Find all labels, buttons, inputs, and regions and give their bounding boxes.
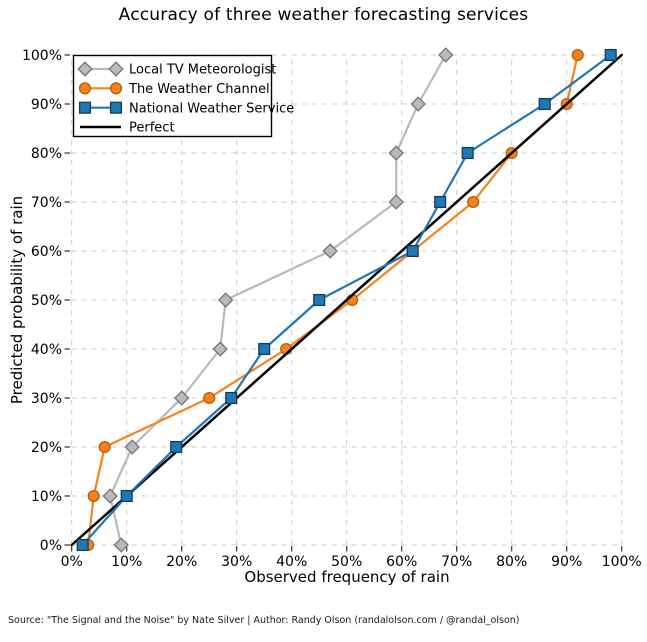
data-point-diamond	[173, 390, 190, 406]
data-point-square	[78, 101, 92, 114]
series-local-tv-meteorologist	[102, 47, 454, 553]
y-tick-label: 50%	[31, 293, 62, 309]
x-tick-label: 90%	[551, 554, 582, 570]
y-tick-label: 30%	[31, 391, 62, 407]
data-point-square	[76, 538, 89, 552]
legend-label: The Weather Channel	[128, 82, 270, 97]
data-point-diamond	[124, 439, 140, 455]
series-line	[70, 53, 623, 547]
series-perfect	[70, 53, 623, 547]
chart-title: Accuracy of three weather forecasting se…	[118, 5, 529, 25]
y-tick-label: 40%	[31, 342, 62, 358]
data-point-square	[538, 97, 551, 111]
x-axis-label: Observed frequency of rain	[244, 568, 449, 586]
x-tick-label: 80%	[496, 554, 527, 570]
legend-label: National Weather Service	[129, 101, 294, 116]
data-point-diamond	[113, 537, 129, 553]
source-credit: Source: "The Signal and the Noise" by Na…	[8, 615, 520, 626]
x-tick-label: 30%	[221, 554, 252, 570]
data-point-circle	[571, 48, 584, 62]
data-point-square	[225, 391, 238, 405]
data-point-diamond	[108, 61, 124, 77]
data-point-square	[109, 101, 123, 114]
data-point-diamond	[437, 47, 454, 63]
y-tick-label: 70%	[31, 195, 62, 211]
data-point-square	[406, 244, 419, 258]
y-tick-label: 10%	[31, 489, 62, 505]
y-tick-label: 100%	[22, 48, 62, 64]
x-tick-label: 70%	[441, 554, 472, 570]
data-point-diamond	[322, 243, 338, 259]
y-tick-label: 20%	[31, 440, 62, 456]
x-tick-label: 0%	[61, 554, 83, 570]
axis-layer: 0%0% 10% 10% 20% 20% 30% 30% 40% 40% 50% 50% 60% 60%…	[22, 48, 642, 570]
data-point-circle	[467, 195, 480, 209]
legend-item-national-weather-service: National Weather Service	[78, 101, 294, 116]
x-tick-label: 40%	[276, 554, 307, 570]
data-point-diamond	[410, 96, 426, 112]
data-point-square	[604, 48, 617, 62]
x-tick-label: 60%	[386, 554, 417, 570]
data-point-diamond	[388, 145, 404, 161]
x-tick-label: 20%	[166, 554, 197, 570]
data-point-circle	[98, 440, 111, 454]
data-point-square	[170, 440, 183, 454]
data-point-circle	[87, 489, 100, 503]
y-tick-label: 0%	[40, 538, 62, 554]
data-point-diamond	[217, 292, 234, 308]
legend: Local TV Meteorologist The Weather Channe…	[72, 54, 294, 138]
y-tick-label: 90%	[31, 97, 62, 113]
legend-label: Local TV Meteorologist	[129, 63, 276, 78]
data-point-diamond	[212, 341, 228, 357]
data-point-square	[258, 342, 271, 356]
data-point-square	[313, 293, 326, 307]
legend-item-perfect: Perfect	[80, 121, 175, 136]
data-point-circle	[203, 391, 216, 405]
data-point-diamond	[102, 488, 118, 504]
y-axis-label: Predicted probability of rain	[8, 196, 26, 404]
y-tick-label: 80%	[31, 146, 62, 162]
data-point-square	[120, 489, 133, 503]
data-point-diamond	[388, 194, 404, 210]
grid-layer	[71, 54, 623, 546]
series-national-weather-service	[76, 48, 617, 552]
data-point-diamond	[77, 61, 93, 77]
data-point-circle	[109, 82, 123, 95]
data-point-circle	[78, 82, 92, 95]
data-point-square	[434, 195, 447, 209]
legend-item-the-weather-channel: The Weather Channel	[78, 82, 270, 97]
legend-label: Perfect	[129, 121, 175, 136]
series-layer	[70, 47, 623, 553]
y-tick-label: 60%	[31, 244, 62, 260]
x-tick-label: 100%	[602, 554, 642, 570]
legend-item-local-tv-meteorologist: Local TV Meteorologist	[77, 61, 276, 78]
x-tick-label: 50%	[331, 554, 362, 570]
x-tick-label: 10%	[111, 554, 142, 570]
data-point-square	[461, 146, 474, 160]
